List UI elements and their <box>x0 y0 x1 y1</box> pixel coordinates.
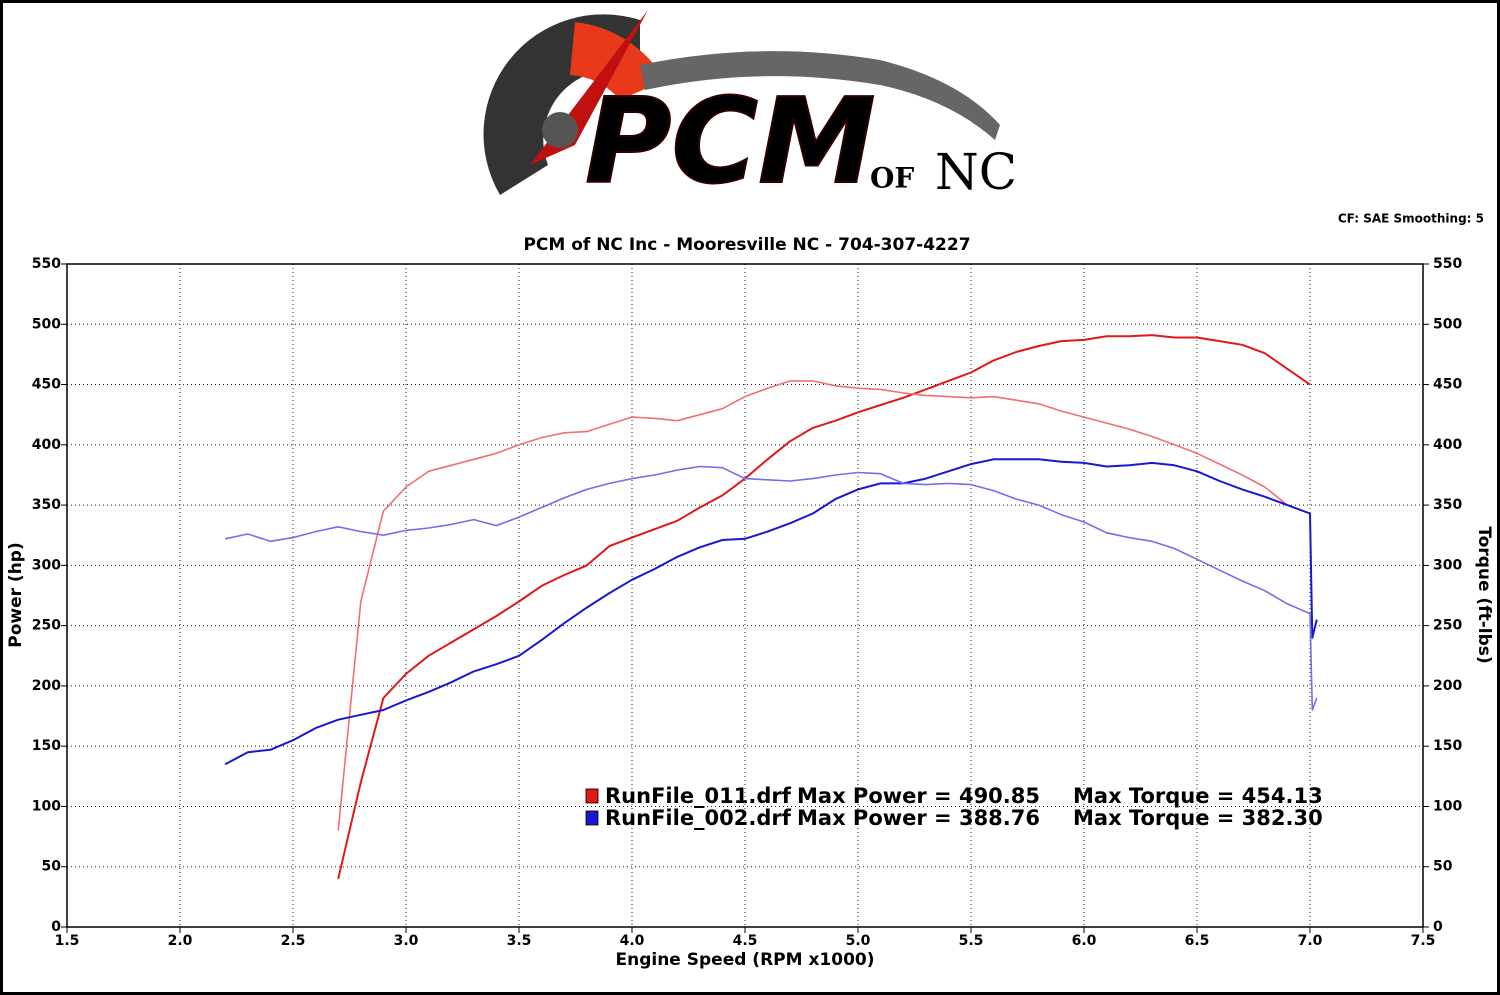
x-tick-label: 5.0 <box>846 933 871 949</box>
y2-tick-label: 550 <box>1433 256 1462 272</box>
x-tick-label: 3.0 <box>394 933 419 949</box>
y-tick-label: 250 <box>32 618 61 634</box>
note: CF: SAE Smoothing: 5 <box>1338 212 1484 226</box>
y-axis-label: Power (hp) <box>6 542 26 648</box>
x-tick-label: 6.0 <box>1072 933 1097 949</box>
x-axis-label: Engine Speed (RPM x1000) <box>615 950 874 970</box>
y-tick-label: 50 <box>42 859 62 875</box>
y2-tick-label: 100 <box>1433 798 1462 814</box>
logo-main: PCM <box>585 72 876 210</box>
y2-tick-label: 50 <box>1433 859 1453 875</box>
legend-torque: Max Torque = 454.13 <box>1073 784 1323 808</box>
logo-car <box>640 51 1000 140</box>
y-tick-label: 400 <box>32 437 61 453</box>
y-tick-label: 450 <box>32 377 61 393</box>
legend-power: Max Power = 388.76 <box>797 806 1040 830</box>
y-tick-label: 200 <box>32 678 61 694</box>
x-tick-label: 3.5 <box>507 933 532 949</box>
y2-axis-label: Torque (ft-lbs) <box>1474 526 1494 663</box>
y-tick-label: 0 <box>51 919 61 935</box>
x-tick-label: 6.5 <box>1185 933 1210 949</box>
plot-frame <box>66 263 1424 928</box>
y-tick-label: 100 <box>32 798 61 814</box>
legend-swatch <box>585 788 599 804</box>
x-tick-label: 5.5 <box>959 933 984 949</box>
y2-tick-label: 150 <box>1433 738 1462 754</box>
legend-swatch <box>585 810 599 826</box>
legend-torque: Max Torque = 382.30 <box>1073 806 1323 830</box>
y-tick-label: 550 <box>32 256 61 272</box>
legend-power: Max Power = 490.85 <box>797 784 1040 808</box>
y-tick-label: 300 <box>32 557 61 573</box>
logo-nc: NC <box>935 143 1017 201</box>
y2-tick-label: 450 <box>1433 377 1462 393</box>
series-line <box>225 465 1318 711</box>
x-tick-label: 2.5 <box>281 933 306 949</box>
series-line <box>337 380 1311 831</box>
y2-tick-label: 250 <box>1433 618 1462 634</box>
x-tick-label: 4.0 <box>620 933 645 949</box>
legend-name: RunFile_002.drf <box>605 806 792 830</box>
y-tick-label: 500 <box>32 316 61 332</box>
y2-tick-label: 500 <box>1433 316 1462 332</box>
legend-entry: RunFile_002.drf Max Power = 388.76 Max Tor… <box>585 806 1323 830</box>
y2-tick-label: 0 <box>1433 919 1443 935</box>
x-tick-label: 7.5 <box>1411 933 1436 949</box>
legend-entry: RunFile_011.drf Max Power = 490.85 Max Tor… <box>585 784 1323 808</box>
y2-tick-label: 350 <box>1433 497 1462 513</box>
x-tick-label: 4.5 <box>733 933 758 949</box>
logo: PCM OF NC <box>483 10 1017 211</box>
x-tick-label: 7.0 <box>1298 933 1323 949</box>
chart-title: PCM of NC Inc - Mooresville NC - 704-307… <box>523 235 970 255</box>
x-tick-label: 1.5 <box>55 933 80 949</box>
logo-of: OF <box>870 162 914 195</box>
y-tick-label: 150 <box>32 738 61 754</box>
y2-tick-label: 300 <box>1433 557 1462 573</box>
y2-tick-label: 400 <box>1433 437 1462 453</box>
y-tick-label: 350 <box>32 497 61 513</box>
x-tick-label: 2.0 <box>168 933 193 949</box>
series-line <box>337 334 1311 880</box>
legend-name: RunFile_011.drf <box>605 784 792 808</box>
y2-tick-label: 200 <box>1433 678 1462 694</box>
series-line <box>224 458 1318 766</box>
logo-hub <box>542 112 578 148</box>
